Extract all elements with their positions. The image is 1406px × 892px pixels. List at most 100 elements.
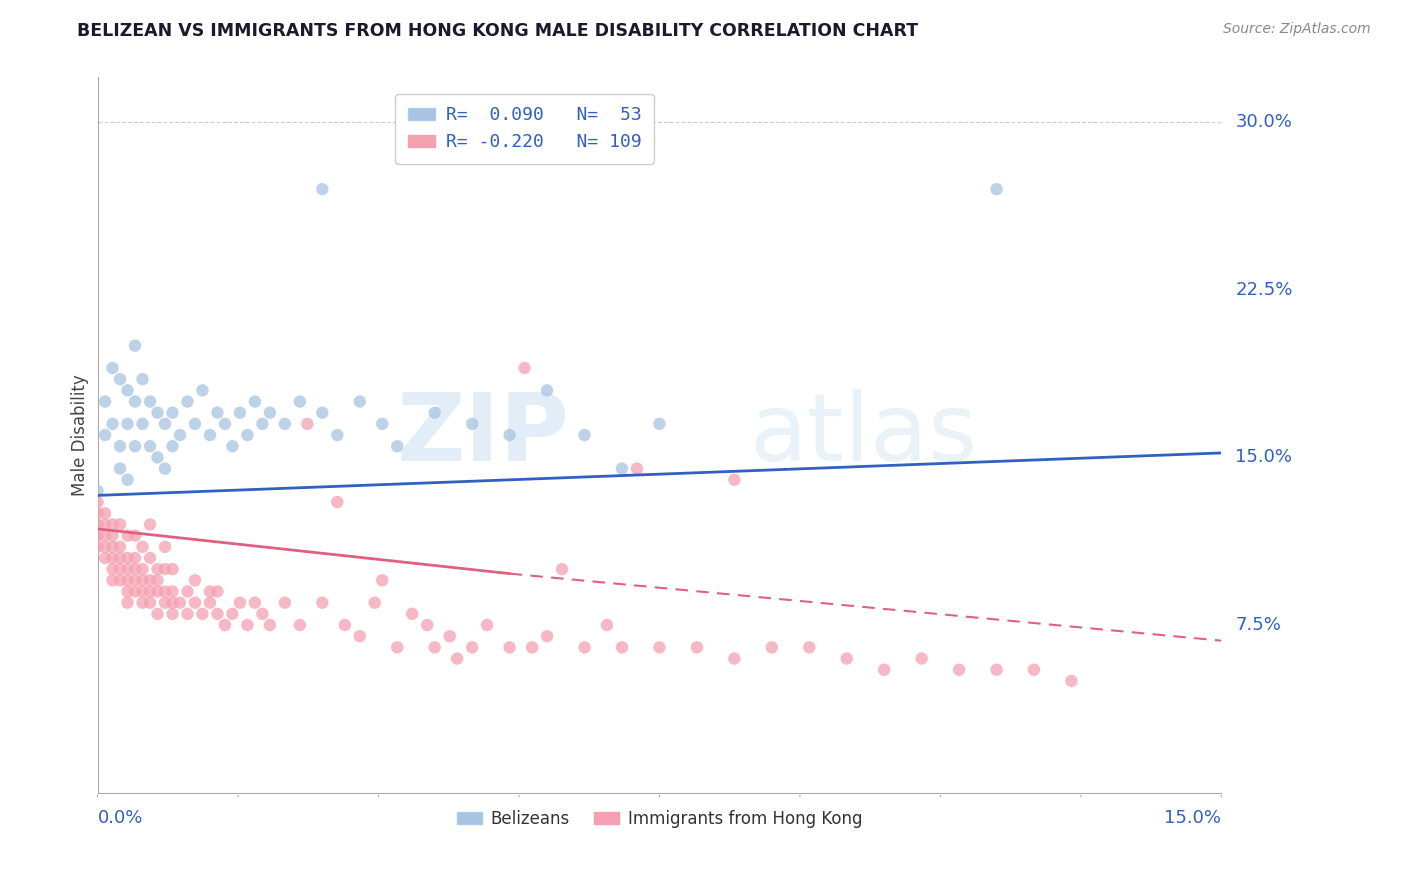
Point bbox=[626, 461, 648, 475]
Text: Source: ZipAtlas.com: Source: ZipAtlas.com bbox=[1223, 22, 1371, 37]
Point bbox=[139, 596, 162, 610]
Point bbox=[387, 640, 409, 655]
Point bbox=[416, 618, 439, 632]
Point bbox=[259, 618, 281, 632]
Point bbox=[86, 483, 108, 498]
Point bbox=[169, 596, 191, 610]
Point bbox=[153, 540, 176, 554]
Point bbox=[108, 461, 131, 475]
Point bbox=[574, 428, 596, 442]
Point bbox=[162, 562, 184, 576]
Point bbox=[86, 528, 108, 542]
Point bbox=[401, 607, 423, 621]
Point bbox=[333, 618, 356, 632]
Point bbox=[117, 384, 139, 398]
Point bbox=[596, 618, 619, 632]
Point bbox=[297, 417, 319, 431]
Point bbox=[94, 428, 117, 442]
Point bbox=[326, 495, 349, 509]
Point bbox=[184, 574, 207, 588]
Point bbox=[461, 640, 484, 655]
Point bbox=[153, 562, 176, 576]
Point bbox=[117, 596, 139, 610]
Point bbox=[349, 394, 371, 409]
Point bbox=[191, 384, 214, 398]
Point bbox=[124, 439, 146, 453]
Point bbox=[311, 596, 333, 610]
Point bbox=[536, 384, 558, 398]
Point bbox=[146, 406, 169, 420]
Point bbox=[799, 640, 821, 655]
Point bbox=[131, 417, 153, 431]
Point bbox=[162, 584, 184, 599]
Point bbox=[131, 372, 153, 386]
Point bbox=[117, 574, 139, 588]
Text: 0.0%: 0.0% bbox=[97, 809, 143, 827]
Point bbox=[169, 428, 191, 442]
Point bbox=[94, 506, 117, 520]
Point bbox=[648, 417, 671, 431]
Point bbox=[131, 562, 153, 576]
Point bbox=[108, 551, 131, 566]
Point bbox=[162, 439, 184, 453]
Point bbox=[101, 528, 124, 542]
Point bbox=[198, 584, 221, 599]
Point bbox=[214, 417, 236, 431]
Point bbox=[139, 517, 162, 532]
Point bbox=[94, 551, 117, 566]
Point bbox=[101, 417, 124, 431]
Point bbox=[364, 596, 387, 610]
Point bbox=[520, 640, 543, 655]
Point bbox=[198, 428, 221, 442]
Point bbox=[153, 596, 176, 610]
Point bbox=[252, 607, 274, 621]
Point bbox=[207, 406, 229, 420]
Point bbox=[686, 640, 709, 655]
Text: 7.5%: 7.5% bbox=[1236, 616, 1281, 634]
Point bbox=[207, 607, 229, 621]
Point bbox=[461, 417, 484, 431]
Point bbox=[551, 562, 574, 576]
Point bbox=[446, 651, 468, 665]
Point bbox=[221, 439, 243, 453]
Point bbox=[236, 428, 259, 442]
Point bbox=[124, 551, 146, 566]
Point bbox=[498, 428, 520, 442]
Point bbox=[311, 406, 333, 420]
Point bbox=[86, 495, 108, 509]
Point bbox=[176, 394, 198, 409]
Point bbox=[835, 651, 858, 665]
Point bbox=[131, 596, 153, 610]
Point bbox=[252, 417, 274, 431]
Point bbox=[311, 182, 333, 196]
Point bbox=[371, 574, 394, 588]
Point bbox=[139, 394, 162, 409]
Point bbox=[236, 618, 259, 632]
Point bbox=[274, 596, 297, 610]
Point bbox=[229, 406, 252, 420]
Point bbox=[131, 540, 153, 554]
Point bbox=[761, 640, 783, 655]
Point bbox=[86, 506, 108, 520]
Point bbox=[288, 618, 311, 632]
Legend: Belizeans, Immigrants from Hong Kong: Belizeans, Immigrants from Hong Kong bbox=[450, 803, 869, 834]
Point bbox=[86, 517, 108, 532]
Point bbox=[101, 517, 124, 532]
Point bbox=[1060, 673, 1083, 688]
Point bbox=[101, 562, 124, 576]
Point bbox=[723, 651, 745, 665]
Point bbox=[108, 562, 131, 576]
Y-axis label: Male Disability: Male Disability bbox=[72, 374, 89, 496]
Point bbox=[101, 361, 124, 376]
Point bbox=[536, 629, 558, 643]
Point bbox=[117, 528, 139, 542]
Point bbox=[475, 618, 498, 632]
Point bbox=[146, 450, 169, 465]
Point bbox=[221, 607, 243, 621]
Point bbox=[288, 394, 311, 409]
Point bbox=[162, 607, 184, 621]
Point bbox=[139, 584, 162, 599]
Point bbox=[117, 551, 139, 566]
Point bbox=[986, 663, 1008, 677]
Point bbox=[108, 439, 131, 453]
